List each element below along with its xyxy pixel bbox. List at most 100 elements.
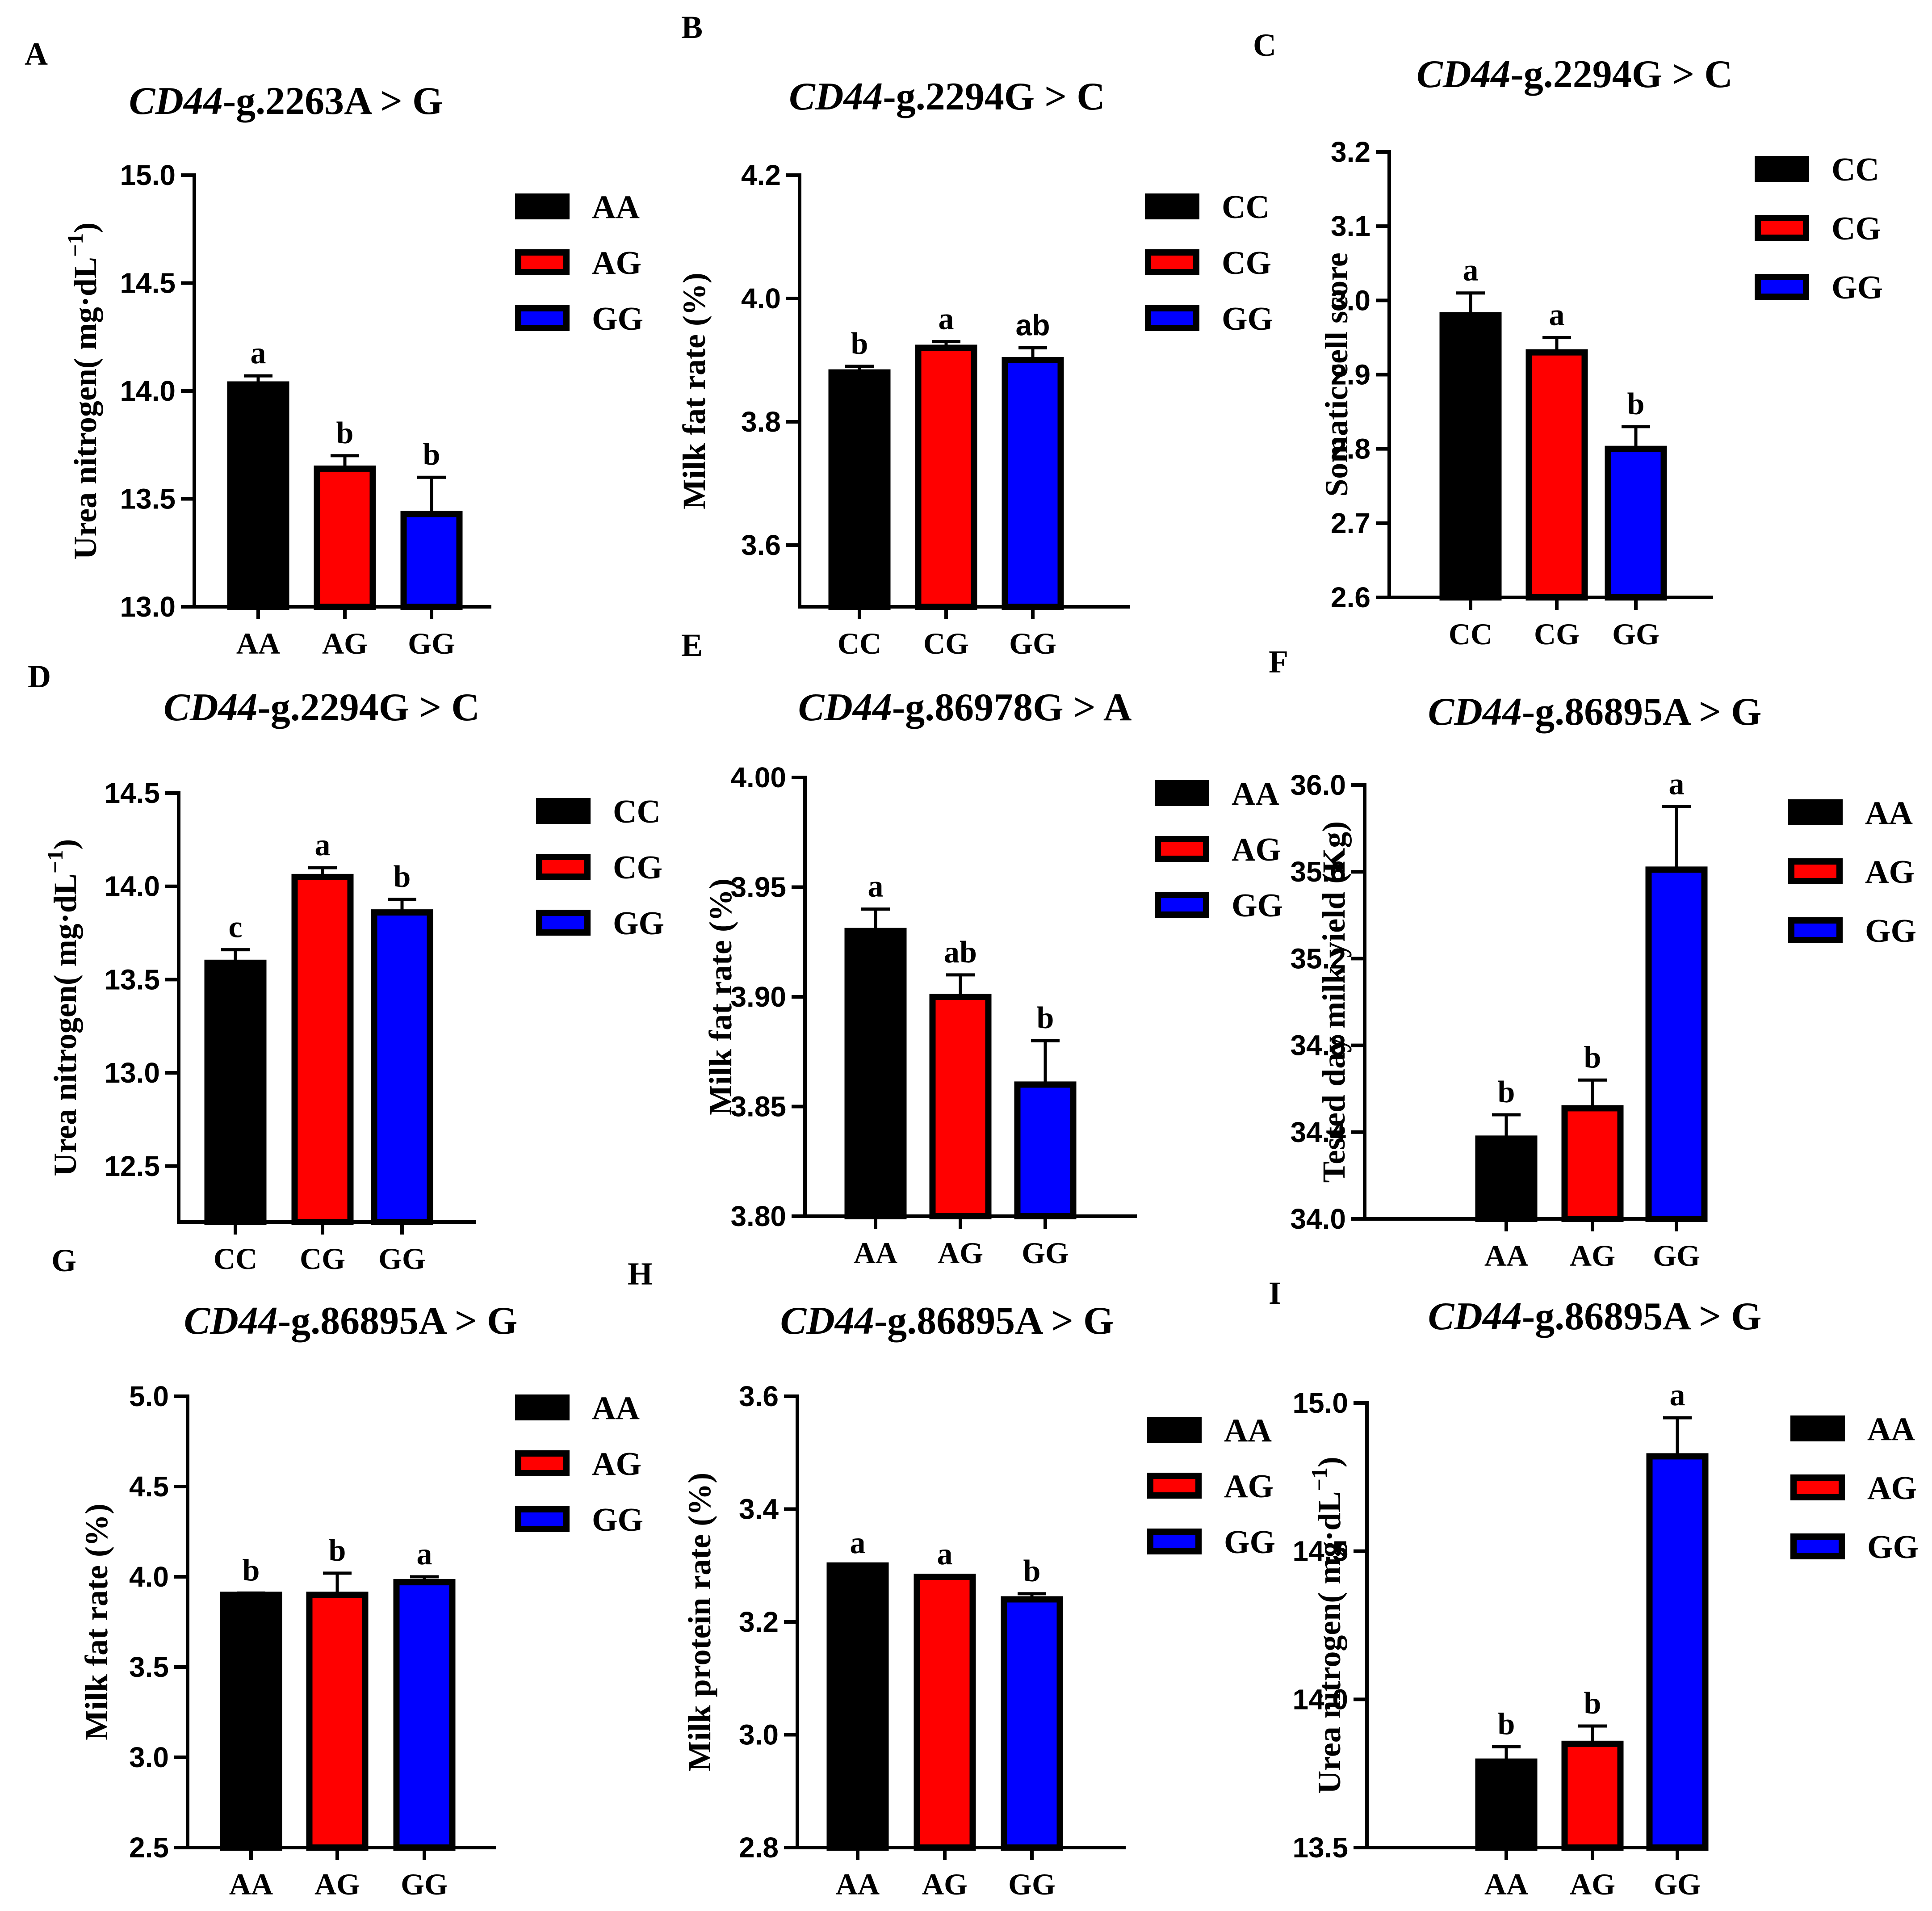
legend-swatch-gg — [536, 910, 591, 936]
y-tick-label: 3.2 — [739, 1606, 779, 1638]
significance-letter: ab — [1015, 308, 1050, 341]
y-tick-label: 14.5 — [1292, 1535, 1348, 1567]
chart-panel-b: B CD44-g.2294G > C 3.6 3.8 4.0 4.2 Milk fat ra… — [676, 9, 1273, 660]
chart-title-variant: -g.2294G > C — [1510, 53, 1732, 96]
legend-label: AA — [1865, 795, 1913, 832]
panel-letter: G — [51, 1243, 76, 1278]
legend-label: GG — [1831, 269, 1883, 306]
y-tick-label: 13.0 — [104, 1057, 160, 1089]
legend-swatch-gg — [1788, 917, 1843, 943]
legend-label: CC — [1831, 151, 1879, 188]
y-tick-label: 12.5 — [104, 1150, 160, 1182]
bar-gg — [1605, 445, 1667, 601]
legend-label: CG — [1831, 210, 1881, 247]
y-tick-label: 4.2 — [741, 159, 781, 191]
legend-swatch-cc — [1145, 193, 1199, 219]
y-axis-label: Urea nitrogen( mg·dL−1) — [1307, 1457, 1347, 1794]
bar-cg — [915, 344, 977, 610]
legend-swatch-gg — [1790, 1533, 1845, 1559]
legend-swatch-cg — [1145, 249, 1199, 275]
legend-label: GG — [1222, 301, 1273, 337]
y-tick-label: 4.0 — [741, 282, 781, 315]
x-tick-label: GG — [1612, 617, 1660, 651]
chart-panel-c: C CD44-g.2294G > C 2.6 2.7 2.8 2.9 3.0 3.1 3.2 So… — [1253, 27, 1883, 651]
significance-letter: a — [251, 336, 266, 370]
chart-title: CD44-g.86978G > A — [798, 686, 1132, 729]
y-tick-label: 15.0 — [120, 159, 176, 191]
y-tick-label: 13.5 — [120, 483, 176, 515]
y-tick-label: 2.8 — [1331, 433, 1370, 465]
chart-title-gene: CD44 — [789, 75, 883, 118]
legend-label: GG — [1232, 887, 1283, 924]
legend-swatch-aa — [515, 193, 570, 219]
significance-letter: a — [1670, 1378, 1685, 1412]
bar-gg — [1001, 1596, 1063, 1851]
legend-swatch-aa — [1790, 1415, 1845, 1441]
bar-gg — [1002, 357, 1064, 610]
chart-title-gene: CD44 — [1417, 53, 1510, 96]
significance-letter: a — [417, 1537, 432, 1571]
legend-label: AG — [1224, 1468, 1274, 1505]
chart-panel-i: I CD44-g.86895A > G 13.5 14.0 14.5 15.0 Urea n… — [1269, 1275, 1919, 1901]
chart-title: CD44-g.86895A > G — [184, 1299, 518, 1343]
legend-label: AA — [1232, 776, 1279, 812]
significance-letter: a — [939, 302, 954, 336]
y-axis-label-text: Somatic cell score — [1319, 252, 1354, 496]
legend-swatch-cg — [1755, 215, 1809, 241]
legend-label: AG — [592, 245, 641, 281]
y-tick-label: 5.0 — [129, 1380, 169, 1412]
chart-title-variant: -g.86978G > A — [892, 686, 1132, 729]
bar-ag — [1561, 1105, 1624, 1222]
legend-label: GG — [613, 905, 664, 942]
bar-gg — [371, 909, 433, 1226]
x-tick-label: AG — [1570, 1867, 1615, 1901]
bar-gg — [393, 1579, 456, 1851]
significance-letter: c — [228, 910, 242, 945]
y-tick-label: 13.5 — [1292, 1831, 1348, 1864]
significance-letter: a — [850, 1526, 866, 1560]
x-tick-label: CG — [1534, 617, 1580, 651]
x-tick-label: CC — [214, 1242, 257, 1276]
x-tick-label: AG — [322, 626, 368, 660]
chart-title-variant: -g.2294G > C — [883, 75, 1105, 118]
significance-letter: a — [868, 869, 884, 904]
chart-title: CD44-g.2294G > C — [1417, 53, 1733, 96]
bar-aa — [1475, 1758, 1538, 1851]
bar-ag — [314, 465, 376, 610]
x-tick-label: AG — [314, 1867, 360, 1901]
x-tick-label: AA — [836, 1867, 880, 1901]
y-tick-label: 2.5 — [129, 1831, 169, 1864]
bar-aa — [220, 1592, 282, 1851]
y-axis-label-superscript: −1 — [63, 233, 88, 257]
legend-swatch-cc — [1755, 156, 1809, 182]
x-tick-label: AA — [1484, 1239, 1528, 1273]
x-tick-label: CC — [838, 626, 881, 660]
legend-label: AG — [1867, 1470, 1917, 1507]
bar-ag — [914, 1574, 976, 1851]
y-axis-label: Somatic cell score — [1319, 252, 1354, 496]
y-axis-label-superscript: −1 — [1307, 1467, 1332, 1491]
y-axis-label-text: Milk fat rate (%) — [703, 878, 738, 1115]
y-tick-label: 14.5 — [120, 267, 176, 299]
y-axis-label: Milk protein rate (%) — [682, 1473, 717, 1772]
y-axis-label-text: Urea nitrogen( mg·dL — [1312, 1491, 1347, 1794]
legend-label: GG — [592, 301, 643, 337]
chart-title-gene: CD44 — [129, 80, 223, 123]
significance-letter: b — [423, 437, 440, 472]
significance-letter: b — [1037, 1001, 1054, 1035]
y-tick-label: 34.0 — [1290, 1203, 1346, 1235]
bar-cg — [1525, 349, 1588, 601]
legend-label: GG — [1224, 1524, 1275, 1561]
y-tick-label: 13.0 — [120, 591, 176, 623]
y-tick-label: 3.8 — [741, 406, 781, 438]
legend-swatch-ag — [515, 249, 570, 275]
y-tick-label: 2.9 — [1331, 359, 1370, 391]
x-tick-label: GG — [1008, 1867, 1056, 1901]
y-axis-label-superscript: −1 — [42, 850, 67, 874]
legend-swatch-ag — [1147, 1473, 1202, 1499]
y-tick-label: 2.6 — [1331, 581, 1370, 613]
bar-gg — [1645, 866, 1708, 1222]
legend-swatch-ag — [1790, 1474, 1845, 1500]
legend-label: CC — [613, 794, 661, 830]
